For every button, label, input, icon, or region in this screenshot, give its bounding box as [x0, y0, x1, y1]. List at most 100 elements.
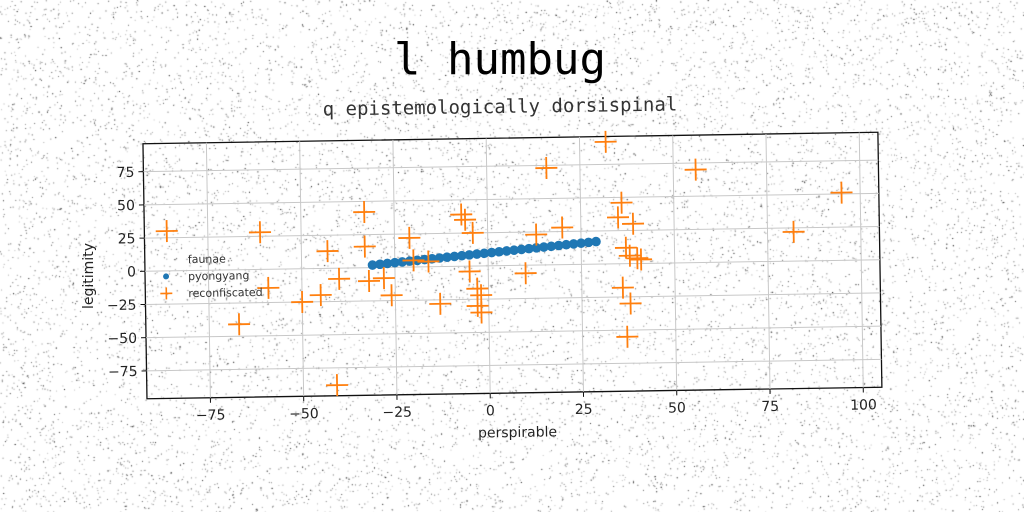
- reconfiscated-point: [616, 325, 639, 348]
- y-gridline: [146, 358, 882, 372]
- reconfiscated-point: [626, 247, 649, 270]
- pyongyang-point: [434, 253, 445, 263]
- reconfiscated-point: [417, 250, 440, 273]
- y-gridline: [143, 159, 879, 173]
- x-tick-label: −75: [196, 408, 226, 424]
- y-gridline: [146, 325, 881, 339]
- pyongyang-point: [486, 247, 497, 258]
- pyongyang-point: [553, 240, 564, 251]
- pyongyang-point: [390, 257, 400, 268]
- y-gridline: [143, 192, 879, 206]
- y-tick-label: 25: [118, 231, 136, 247]
- y-gridline: [144, 259, 880, 272]
- y-gridline: [144, 226, 880, 239]
- pyongyang-point: [561, 239, 572, 250]
- gridlines: [143, 132, 882, 398]
- plot-area: −75 −50 −25 0 25 50 75 100 75 50 25 0 −25 −50 −75 fau…: [107, 130, 883, 442]
- reconfiscated-point: [630, 248, 653, 271]
- reconfiscated-point: [684, 158, 707, 181]
- pyongyang-point: [464, 250, 475, 260]
- reconfiscated-point: [611, 276, 634, 299]
- reconfiscated-point: [326, 374, 349, 397]
- reconfiscated-point: [372, 267, 395, 290]
- x-tick-label: −25: [382, 405, 412, 421]
- reconfiscated-point: [309, 284, 332, 307]
- reconfiscated-point: [402, 249, 425, 272]
- reconfiscated-point: [257, 276, 280, 299]
- pyongyang-point: [382, 258, 393, 269]
- reconfiscated-point: [470, 301, 493, 324]
- pyongyang-point: [367, 260, 378, 270]
- reconfiscated-point: [380, 284, 403, 307]
- reconfiscated-point: [514, 262, 537, 285]
- pyongyang-point: [583, 237, 594, 248]
- reconfiscated-point: [316, 240, 339, 263]
- reconfiscated-point: [228, 313, 251, 336]
- legend-label-reconfiscated: reconfiscated: [188, 286, 263, 300]
- reconfiscated-point: [429, 292, 452, 315]
- reconfiscated-point: [249, 221, 272, 244]
- reconfiscated-point: [458, 260, 481, 283]
- legend-label-pyongyang: pyongyang: [188, 269, 250, 283]
- reconfiscated-point: [525, 223, 548, 246]
- reconfiscated-point: [622, 212, 645, 235]
- legend-marker-pyongyang: [163, 273, 170, 280]
- reconfiscated-point: [291, 290, 314, 314]
- pyongyang-point: [457, 250, 467, 261]
- pyongyang-point: [576, 238, 586, 248]
- x-axis-label: perspirable: [478, 424, 557, 441]
- y-tick-label: 75: [116, 165, 134, 181]
- pyongyang-point: [375, 259, 385, 270]
- reconfiscated-point: [619, 292, 642, 315]
- legend-label-faunae: faunae: [188, 252, 226, 266]
- reconfiscated-point: [535, 156, 558, 180]
- x-tick-label: 75: [761, 399, 779, 415]
- reconfiscated-point: [450, 203, 473, 226]
- data-marks: [155, 130, 853, 397]
- pyongyang-point: [479, 248, 490, 259]
- reconfiscated-point: [610, 191, 633, 214]
- reconfiscated-point: [398, 226, 421, 249]
- y-tick-label: −25: [107, 298, 137, 314]
- reconfiscated-point: [358, 270, 381, 293]
- pyongyang-point: [442, 252, 452, 263]
- pyongyang-point: [539, 242, 549, 252]
- pyongyang-point: [509, 245, 519, 255]
- y-tick-label: −50: [107, 331, 137, 347]
- reconfiscated-point: [328, 267, 351, 290]
- pyongyang-point: [472, 249, 482, 259]
- y-tick-label: 50: [117, 198, 135, 214]
- reconfiscated-point: [353, 235, 376, 258]
- x-tick-label: −50: [289, 406, 319, 422]
- y-tick-label: −75: [108, 364, 138, 380]
- reconfiscated-point: [454, 208, 477, 231]
- reconfiscated-point: [607, 206, 630, 229]
- chart-title: l humbug: [394, 34, 606, 85]
- x-axis-ticks: −75 −50 −25 0 25 50 75 100: [196, 387, 877, 424]
- pyongyang-point: [531, 243, 542, 253]
- reconfiscated-point: [551, 216, 574, 239]
- pyongyang-point: [546, 241, 557, 252]
- pyongyang-point: [397, 257, 408, 267]
- pyongyang-point: [501, 246, 512, 256]
- y-axis-ticks: 75 50 25 0 −25 −50 −75: [107, 165, 147, 380]
- reconfiscated-point: [155, 220, 178, 243]
- pyongyang-point: [568, 239, 579, 249]
- reconfiscated-point: [782, 220, 805, 243]
- pyongyang-point: [524, 243, 534, 254]
- reconfiscated-point: [830, 181, 853, 204]
- x-tick-label: 0: [486, 403, 495, 419]
- reconfiscated-point: [353, 201, 376, 224]
- x-tick-label: 50: [668, 400, 686, 416]
- x-tick-label: 25: [575, 402, 593, 418]
- pyongyang-point: [516, 244, 527, 255]
- reconfiscated-point: [466, 294, 489, 317]
- y-tick-label: 0: [127, 264, 136, 280]
- y-axis-label: legitimity: [81, 243, 97, 309]
- reconfiscated-point: [461, 221, 484, 244]
- x-tick-label: 100: [850, 397, 877, 413]
- legend: faunae pyongyang reconfiscated: [160, 252, 263, 300]
- pyongyang-point: [449, 251, 460, 262]
